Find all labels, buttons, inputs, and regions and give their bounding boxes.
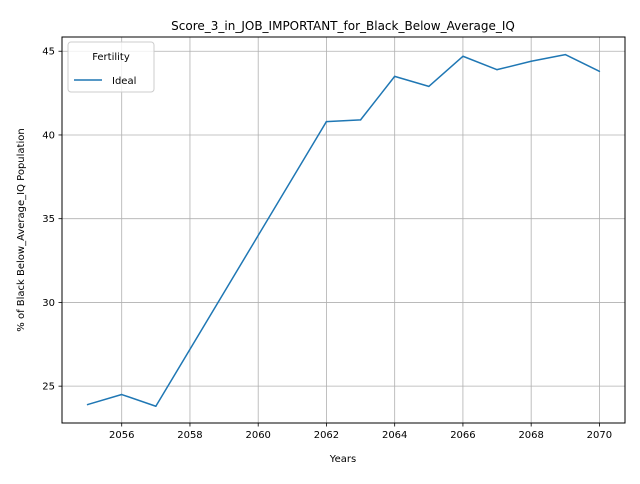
- plot-frame: [61, 36, 626, 424]
- legend-label-ideal: Ideal: [112, 76, 136, 87]
- data-point: [564, 53, 567, 56]
- x-axis: 2056 2058 2060 2062 2064 2066 2068 2070: [109, 423, 612, 441]
- legend-title: Fertility: [92, 52, 130, 63]
- legend: Fertility Ideal: [67, 41, 155, 93]
- x-tick-label: 2064: [382, 430, 407, 441]
- series-line-ideal: [87, 53, 600, 407]
- data-point: [359, 119, 362, 121]
- y-tick-label: 40: [42, 130, 55, 141]
- data-point: [496, 68, 498, 71]
- x-tick-label: 2062: [314, 430, 339, 441]
- data-point: [120, 393, 123, 396]
- data-point: [86, 403, 89, 406]
- data-point: [325, 120, 328, 123]
- x-tick-label: 2070: [587, 430, 612, 441]
- y-axis-label: % of Black Below_Average_IQ Population: [16, 128, 27, 331]
- data-point: [530, 60, 532, 63]
- data-point: [393, 75, 396, 78]
- x-tick-label: 2058: [177, 430, 202, 441]
- grid: [62, 37, 625, 423]
- x-tick-label: 2068: [518, 430, 543, 441]
- chart-title: Score_3_in_JOB_IMPORTANT_for_Black_Below…: [171, 19, 515, 33]
- legend-box: [67, 41, 155, 93]
- x-tick-label: 2060: [245, 430, 270, 441]
- data-point: [155, 405, 157, 408]
- x-axis-label: Years: [329, 454, 356, 465]
- y-axis: 25 30 35 40 45: [42, 47, 62, 393]
- data-point: [598, 70, 601, 73]
- x-tick-label: 2066: [450, 430, 475, 441]
- series-layer: [86, 53, 601, 408]
- y-tick-label: 35: [42, 214, 55, 225]
- x-tick-label: 2056: [109, 430, 134, 441]
- y-tick-label: 25: [42, 382, 55, 393]
- y-tick-label: 45: [42, 47, 55, 58]
- data-point: [462, 55, 464, 58]
- y-tick-label: 30: [42, 298, 55, 309]
- data-point: [428, 85, 430, 88]
